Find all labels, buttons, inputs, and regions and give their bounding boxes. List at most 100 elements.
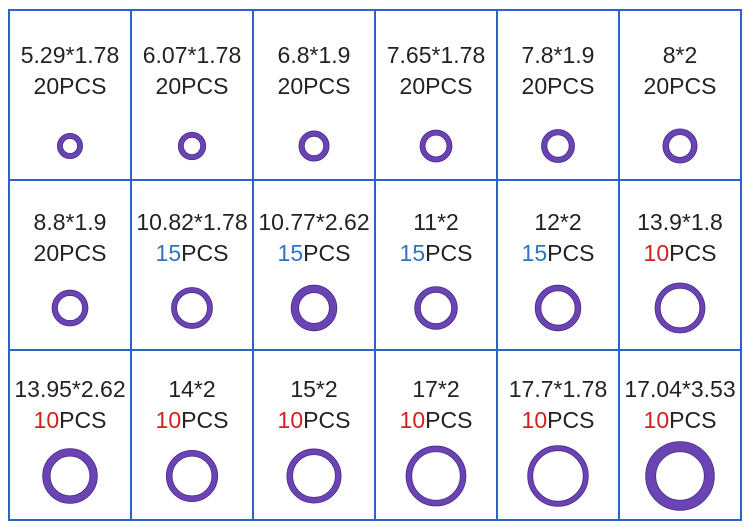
o-ring-edge bbox=[42, 448, 98, 504]
o-ring bbox=[662, 128, 698, 164]
o-ring-edge bbox=[654, 282, 706, 334]
quantity-unit: PCS bbox=[181, 407, 228, 433]
o-ring bbox=[420, 130, 452, 162]
o-ring-edge bbox=[303, 135, 325, 157]
quantity-label: 10PCS bbox=[278, 407, 351, 433]
quantity-label: 15PCS bbox=[278, 240, 351, 266]
quantity-label: 20PCS bbox=[34, 73, 107, 99]
cell-border bbox=[618, 349, 742, 521]
quantity-label: 15PCS bbox=[156, 240, 229, 266]
o-ring-edge bbox=[182, 136, 202, 156]
quantity-label: 20PCS bbox=[278, 73, 351, 99]
size-label: 11*2 bbox=[413, 209, 459, 235]
quantity-unit: PCS bbox=[59, 73, 106, 99]
o-ring bbox=[42, 448, 98, 504]
o-ring-edge bbox=[546, 134, 570, 158]
size-label: 17*2 bbox=[412, 376, 459, 402]
quantity-label: 20PCS bbox=[522, 73, 595, 99]
o-ring bbox=[166, 450, 218, 502]
quantity-unit: PCS bbox=[181, 240, 228, 266]
quantity-label: 10PCS bbox=[400, 407, 473, 433]
quantity-unit: PCS bbox=[669, 240, 716, 266]
quantity-number: 20 bbox=[34, 240, 60, 266]
o-ring-edge bbox=[56, 132, 84, 160]
quantity-unit: PCS bbox=[303, 73, 350, 99]
o-ring-edge bbox=[662, 128, 698, 164]
o-ring-edge bbox=[165, 449, 219, 503]
quantity-label: 20PCS bbox=[400, 73, 473, 99]
quantity-number: 10 bbox=[34, 407, 60, 433]
quantity-label: 20PCS bbox=[644, 73, 717, 99]
o-ring-edge bbox=[286, 448, 342, 504]
o-ring bbox=[171, 287, 213, 329]
size-label: 17.04*3.53 bbox=[624, 376, 735, 402]
o-ring bbox=[286, 448, 342, 504]
size-label: 13.9*1.8 bbox=[637, 209, 723, 235]
o-ring-edge bbox=[49, 455, 91, 497]
o-ring-edge bbox=[532, 450, 584, 502]
o-ring-edge bbox=[541, 129, 575, 163]
quantity-unit: PCS bbox=[425, 73, 472, 99]
quantity-number: 10 bbox=[278, 407, 304, 433]
quantity-number: 20 bbox=[156, 73, 182, 99]
o-ring-edge bbox=[659, 287, 701, 329]
o-ring bbox=[414, 286, 458, 330]
quantity-unit: PCS bbox=[181, 73, 228, 99]
size-label: 12*2 bbox=[534, 209, 581, 235]
quantity-number: 20 bbox=[278, 73, 304, 99]
quantity-label: 20PCS bbox=[34, 240, 107, 266]
o-ring-edge bbox=[411, 451, 461, 501]
o-ring bbox=[645, 441, 715, 511]
o-ring-edge bbox=[176, 292, 208, 324]
o-ring-edge bbox=[171, 287, 213, 329]
o-ring bbox=[527, 445, 589, 507]
o-ring bbox=[655, 283, 705, 333]
size-label: 10.77*2.62 bbox=[258, 209, 369, 235]
o-ring bbox=[52, 290, 88, 326]
quantity-number: 10 bbox=[644, 407, 670, 433]
o-ring-edge bbox=[527, 445, 589, 507]
size-label: 13.95*2.62 bbox=[14, 376, 125, 402]
o-ring-edge bbox=[419, 129, 453, 163]
o-ring bbox=[541, 129, 575, 163]
quantity-number: 15 bbox=[156, 240, 182, 266]
o-ring-edge bbox=[57, 295, 83, 321]
o-ring-edge bbox=[540, 290, 576, 326]
size-label: 5.29*1.78 bbox=[21, 42, 119, 68]
quantity-label: 15PCS bbox=[522, 240, 595, 266]
size-label: 17.7*1.78 bbox=[509, 376, 607, 402]
quantity-number: 10 bbox=[522, 407, 548, 433]
size-label: 6.8*1.9 bbox=[278, 42, 351, 68]
o-ring bbox=[178, 132, 206, 160]
o-ring-edge bbox=[292, 454, 336, 498]
o-ring bbox=[535, 285, 581, 331]
quantity-unit: PCS bbox=[547, 73, 594, 99]
quantity-unit: PCS bbox=[303, 407, 350, 433]
quantity-unit: PCS bbox=[59, 240, 106, 266]
o-ring-edge bbox=[177, 131, 207, 161]
quantity-unit: PCS bbox=[669, 73, 716, 99]
quantity-label: 10PCS bbox=[644, 240, 717, 266]
o-ring-edge bbox=[534, 284, 582, 332]
quantity-number: 20 bbox=[644, 73, 670, 99]
o-ring bbox=[298, 130, 330, 162]
o-ring-edge bbox=[655, 451, 705, 501]
o-ring-edge bbox=[171, 455, 213, 497]
quantity-number: 10 bbox=[644, 240, 670, 266]
size-label: 14*2 bbox=[168, 376, 215, 402]
size-label: 7.65*1.78 bbox=[387, 42, 485, 68]
size-label: 10.82*1.78 bbox=[136, 209, 247, 235]
quantity-label: 15PCS bbox=[400, 240, 473, 266]
o-ring bbox=[57, 133, 83, 159]
quantity-number: 10 bbox=[156, 407, 182, 433]
o-ring-edge bbox=[424, 134, 448, 158]
quantity-unit: PCS bbox=[425, 240, 472, 266]
quantity-number: 15 bbox=[400, 240, 426, 266]
size-label: 8.8*1.9 bbox=[34, 209, 107, 235]
o-ring bbox=[406, 446, 466, 506]
quantity-unit: PCS bbox=[547, 407, 594, 433]
quantity-number: 10 bbox=[400, 407, 426, 433]
size-label: 8*2 bbox=[663, 42, 698, 68]
quantity-label: 10PCS bbox=[34, 407, 107, 433]
